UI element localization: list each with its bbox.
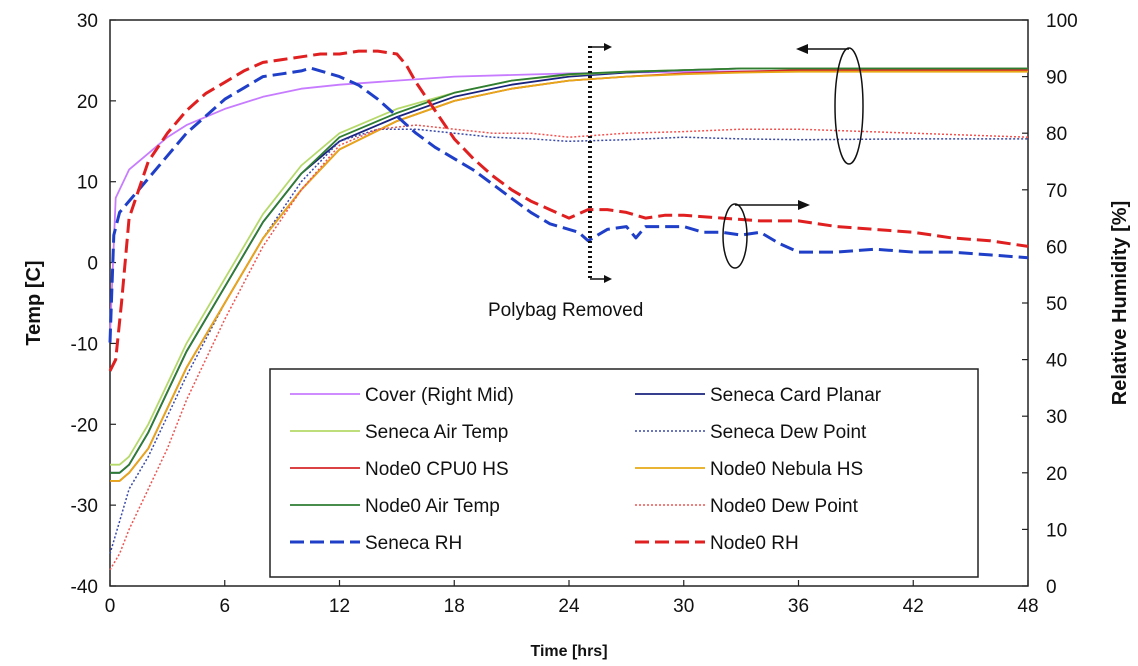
y2-tick-label: 70 <box>1046 181 1067 202</box>
humidity-axis-indicator <box>722 200 810 269</box>
y-tick-label: -40 <box>71 577 98 598</box>
legend-label: Node0 RH <box>710 533 799 554</box>
series-line-seneca-rh <box>108 66 1029 343</box>
x-tick-label: 18 <box>444 596 465 617</box>
humidity-group-ellipse <box>722 203 748 269</box>
x-tick-label: 12 <box>329 596 350 617</box>
y-tick-label: 10 <box>77 173 98 194</box>
y2-tick-label: 10 <box>1046 520 1067 541</box>
x-axis: 0 6 12 18 24 30 36 42 48 <box>105 580 1039 617</box>
y2-tick-label: 100 <box>1046 11 1078 32</box>
y-tick-label: 30 <box>77 11 98 32</box>
series-line-node0-dew-point <box>109 124 1029 571</box>
y2-tick-label: 0 <box>1046 577 1057 598</box>
y2-axis-title: Relative Humidity [%] <box>1109 201 1131 405</box>
y2-tick-label: 80 <box>1046 124 1067 145</box>
legend-label: Seneca Dew Point <box>710 422 867 443</box>
legend-label: Cover (Right Mid) <box>365 385 514 406</box>
y2-tick-label: 40 <box>1046 351 1067 372</box>
y2-tick-label: 90 <box>1046 68 1067 89</box>
x-axis-title: Time [hrs] <box>530 643 607 660</box>
right-axis: 0 10 20 30 40 50 60 70 80 90 100 <box>1022 11 1078 598</box>
legend-box <box>269 368 979 578</box>
series-line-node0-rh <box>108 49 1029 372</box>
x-tick-label: 0 <box>105 596 116 617</box>
temperature-group-ellipse <box>834 47 864 165</box>
x-tick-label: 36 <box>788 596 809 617</box>
series-line-cover-right-mid <box>109 69 1028 336</box>
y-tick-label: -20 <box>71 415 98 436</box>
y-tick-label: 20 <box>77 92 98 113</box>
y-tick-label: -30 <box>71 496 98 517</box>
polybag-removed-label: Polybag Removed <box>488 300 643 321</box>
legend-label: Node0 CPU0 HS <box>365 459 509 480</box>
right-arrowhead <box>798 200 810 210</box>
legend-label: Node0 Air Temp <box>365 496 500 517</box>
polybag-top-arrowhead <box>604 43 612 51</box>
y-axis-title: Temp [C] <box>23 260 45 345</box>
legend-label: Seneca Air Temp <box>365 422 508 443</box>
polybag-bottom-arrowhead <box>604 275 612 283</box>
x-tick-label: 42 <box>903 596 924 617</box>
series-line-node0-nebula-hs <box>110 70 1028 482</box>
legend-label: Node0 Nebula HS <box>710 459 863 480</box>
x-tick-label: 6 <box>219 596 230 617</box>
left-axis: -40 -30 -20 -10 0 10 20 30 <box>71 11 116 598</box>
series-lines <box>108 49 1029 571</box>
legend: Cover (Right Mid) Seneca Card Planar Senec… <box>269 368 979 578</box>
polybag-annotation: Polybag Removed <box>488 43 643 321</box>
y-tick-label: -10 <box>71 334 98 355</box>
series-line-node0-air-temp <box>110 67 1028 474</box>
left-arrowhead <box>796 44 808 54</box>
y2-tick-label: 50 <box>1046 294 1067 315</box>
x-tick-label: 30 <box>673 596 694 617</box>
x-tick-label: 48 <box>1017 596 1038 617</box>
legend-label: Seneca Card Planar <box>710 385 882 406</box>
legend-label: Seneca RH <box>365 533 462 554</box>
temperature-axis-indicator <box>796 44 864 165</box>
y2-tick-label: 20 <box>1046 464 1067 485</box>
y2-tick-label: 30 <box>1046 407 1067 428</box>
legend-label: Node0 Dew Point <box>710 496 859 517</box>
y2-tick-label: 60 <box>1046 237 1067 258</box>
x-tick-label: 24 <box>558 596 580 617</box>
y-tick-label: 0 <box>87 254 98 275</box>
